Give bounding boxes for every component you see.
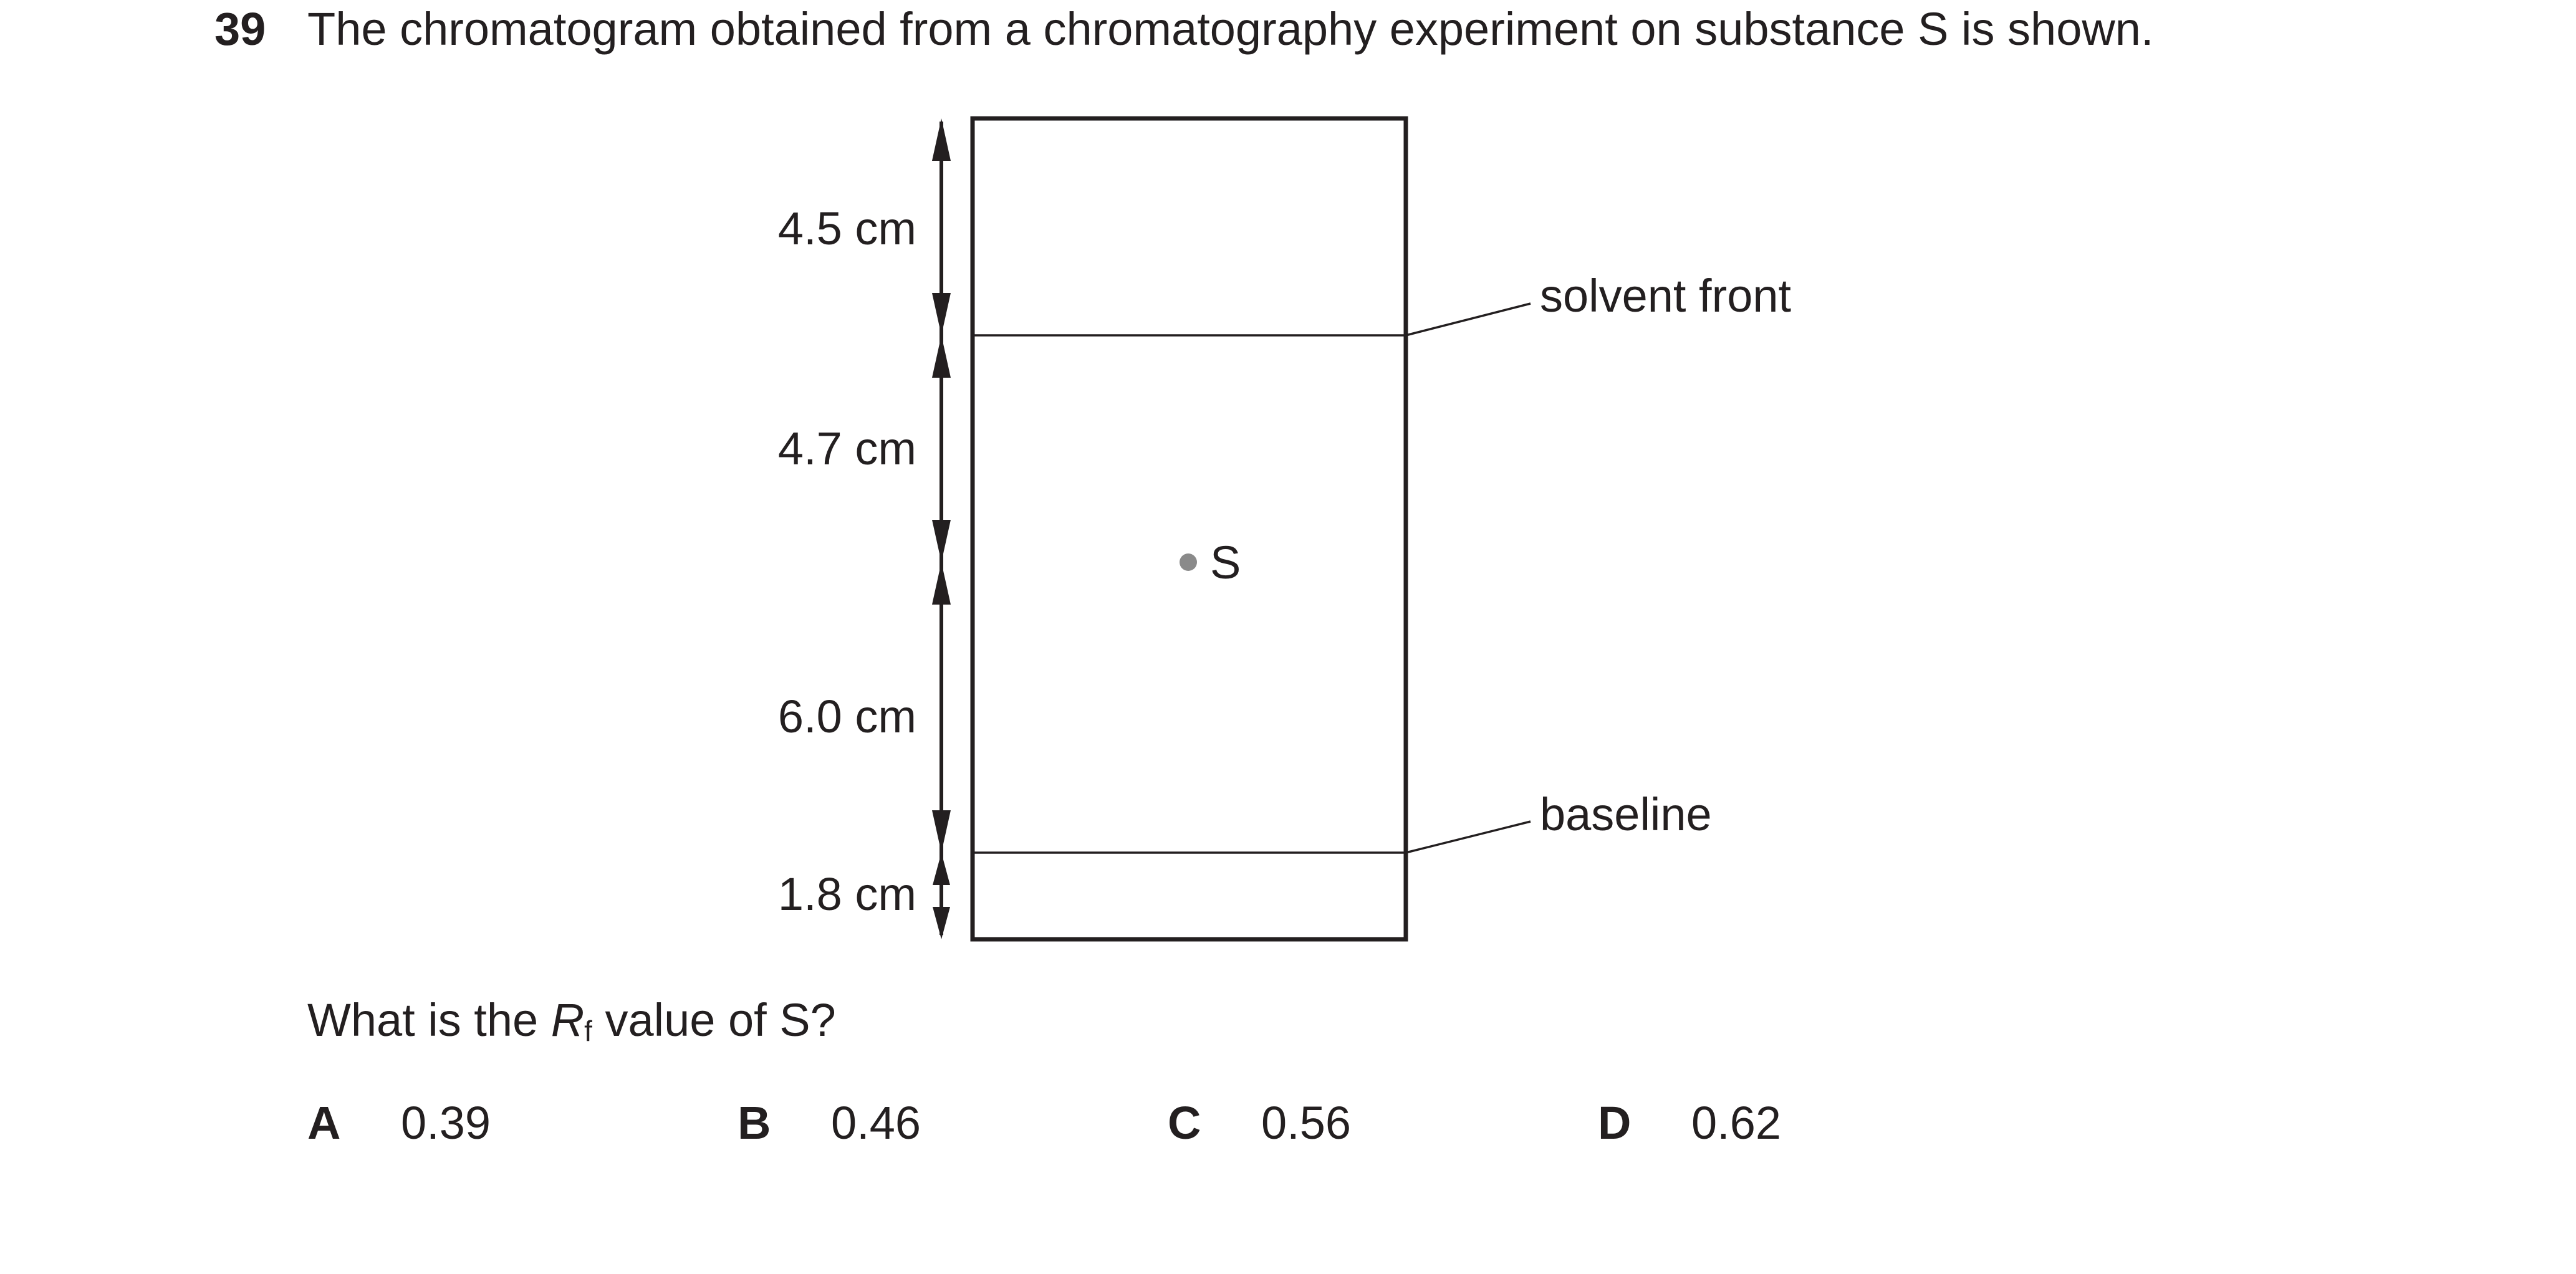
option-value: 0.46 [831, 1097, 921, 1149]
spot-label: S [1210, 537, 1241, 588]
arrow-up-3 [932, 562, 951, 605]
arrow-up-2 [932, 335, 951, 378]
question-number: 39 [214, 3, 266, 55]
measurement-label: 4.7 cm [778, 423, 916, 474]
spot-s [1180, 553, 1197, 571]
question-prompt: What is the Rf value of S? [307, 994, 836, 1046]
arrow-up-1 [932, 118, 951, 161]
arrow-up-4 [933, 853, 950, 885]
option-value: 0.56 [1261, 1097, 1352, 1149]
option-letter: C [1168, 1097, 1201, 1149]
option-letter: B [738, 1097, 771, 1149]
measurement-label: 1.8 cm [778, 868, 916, 920]
arrow-down-2 [932, 520, 951, 562]
arrow-down-1 [932, 293, 951, 335]
option-letter: A [307, 1097, 341, 1149]
arrow-down-3 [932, 810, 951, 853]
rf-subscript: f [584, 1015, 592, 1047]
solvent-front-leader [1405, 302, 1531, 337]
solvent-front-label: solvent front [1540, 270, 1792, 322]
measurement-label: 4.5 cm [778, 203, 916, 254]
prompt-text-before: What is the [307, 994, 551, 1046]
prompt-text-after: value of S? [592, 994, 836, 1046]
option-letter: D [1598, 1097, 1632, 1149]
option-value: 0.39 [401, 1097, 491, 1149]
measurement-label: 6.0 cm [778, 691, 916, 742]
arrow-down-4 [933, 907, 950, 939]
baseline-leader [1405, 820, 1531, 854]
question-stem: The chromatogram obtained from a chromat… [307, 3, 2154, 55]
rf-symbol: R [550, 994, 585, 1046]
option-value: 0.62 [1691, 1097, 1782, 1149]
baseline-label: baseline [1540, 788, 1712, 840]
chromatography-paper [970, 116, 1408, 942]
